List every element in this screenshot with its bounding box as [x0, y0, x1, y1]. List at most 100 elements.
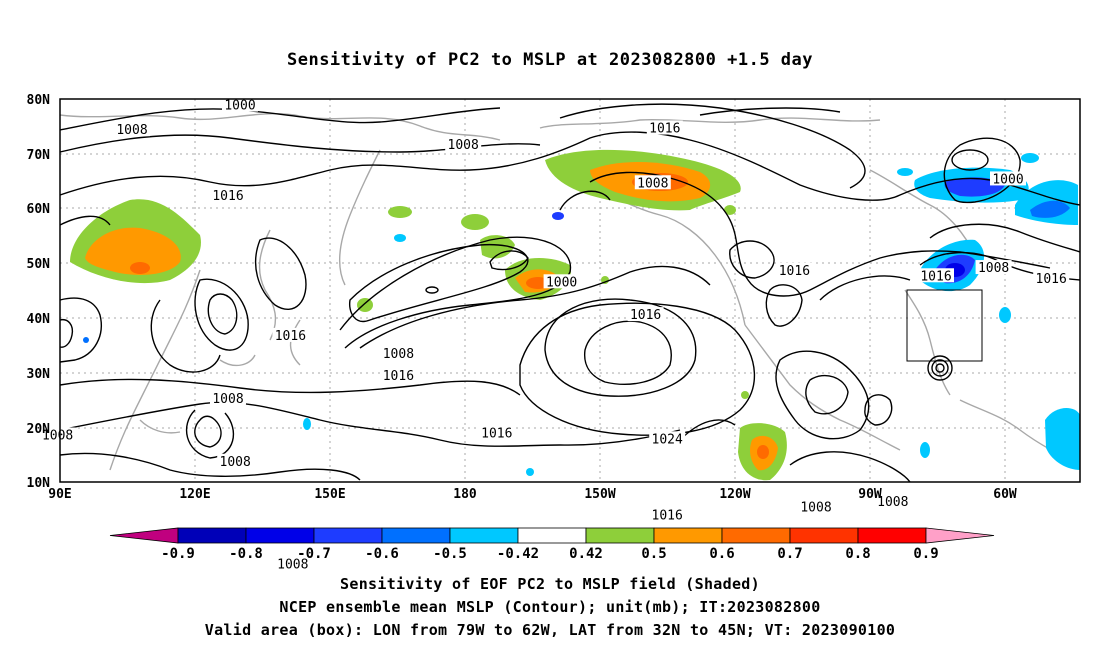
contour-label-bg — [478, 425, 515, 440]
contour-label-bg — [627, 307, 664, 322]
colorbar-segment — [449, 527, 519, 544]
contour-label: 1008 — [637, 176, 668, 191]
colorbar-label: 0.7 — [777, 546, 802, 562]
contour-label-bg — [1033, 271, 1070, 286]
colorbar-segment — [857, 527, 927, 544]
contour-label-bg — [114, 122, 150, 137]
contour-label-bg — [776, 262, 813, 277]
colorbar-label: -0.6 — [365, 546, 399, 562]
contour-label: 1008 — [877, 495, 908, 510]
contour-label-bg — [975, 260, 1012, 275]
contour-label: 1016 — [652, 508, 683, 523]
lon-label: 90E — [48, 487, 71, 502]
contour-label: 1008 — [116, 123, 147, 138]
contour-label-bg — [543, 274, 580, 289]
colorbar-label: 0.5 — [641, 546, 666, 562]
latitude-labels: 80N 70N 60N 50N 40N 30N 20N 10N — [27, 93, 51, 491]
lat-label: 30N — [27, 367, 51, 382]
contour-labels: 1000 1008 1008 1016 1008 1000 1016 1016 1008 1016… — [39, 97, 1070, 573]
sensitivity-shading — [70, 149, 1080, 481]
lat-label: 50N — [27, 257, 51, 272]
contour-label-bg — [39, 427, 76, 442]
chart-title: Sensitivity of PC2 to MSLP at 2023082800… — [286, 50, 813, 70]
colorbar: -0.9 -0.8 -0.7 -0.6 -0.5 -0.42 0.42 0.5 0.6 0.7 0.… — [109, 527, 995, 562]
contour-label-bg — [798, 499, 834, 514]
contour-label: 1000 — [546, 275, 577, 290]
contour-label: 1016 — [481, 426, 512, 441]
contour-label: 1008 — [800, 501, 831, 516]
colorbar-label: 0.6 — [709, 546, 734, 562]
footer-line-2: NCEP ensemble mean MSLP (Contour); unit(… — [279, 598, 821, 616]
contour-label: 1008 — [383, 347, 414, 362]
lon-label: 150W — [584, 487, 615, 502]
contour-label: 1016 — [649, 122, 680, 137]
lon-label: 90W — [858, 487, 882, 502]
colorbar-label: -0.5 — [433, 546, 467, 562]
contour-label: 1016 — [212, 189, 243, 204]
lat-label: 10N — [27, 476, 51, 491]
contour-label-bg — [649, 431, 686, 446]
contour-label: 1008 — [448, 138, 479, 153]
lon-label: 120E — [179, 487, 210, 502]
lat-label: 20N — [27, 422, 51, 437]
colorbar-segment — [517, 527, 587, 544]
colorbar-label: 0.9 — [913, 546, 938, 562]
contour-label-bg — [274, 556, 311, 571]
contour-label-bg — [874, 494, 911, 509]
colorbar-triangle-left — [109, 527, 179, 544]
contour-label: 1008 — [42, 428, 73, 443]
contour-label: 1008 — [220, 455, 251, 470]
contour-label: 1016 — [779, 264, 810, 279]
contour-label-bg — [634, 175, 671, 190]
colorbar-segment — [177, 527, 247, 544]
contour-label: 1016 — [920, 269, 951, 284]
lat-label: 80N — [27, 93, 51, 108]
lat-label: 40N — [27, 312, 51, 327]
colorbar-triangle-right — [925, 527, 995, 544]
contour-label: 1016 — [630, 308, 661, 323]
colorbar-label: -0.42 — [497, 546, 539, 562]
colorbar-segment — [381, 527, 451, 544]
contour-label: 1008 — [277, 558, 308, 573]
colorbar-label: 0.42 — [569, 546, 603, 562]
contour-label-bg — [918, 268, 954, 283]
contour-label-bg — [210, 187, 246, 202]
colorbar-label: -0.8 — [229, 546, 263, 562]
contour-label-bg — [380, 367, 417, 382]
contour-label: 1024 — [652, 432, 683, 447]
contour-label-bg — [217, 453, 254, 468]
contour-label-bg — [380, 345, 417, 360]
contour-label-bg — [222, 97, 258, 112]
valid-area-box — [906, 289, 983, 362]
contour-label: 1000 — [992, 172, 1023, 187]
footer-line-3: Valid area (box): LON from 79W to 62W, L… — [204, 621, 896, 639]
colorbar-label: -0.9 — [161, 546, 195, 562]
contour-label: 1000 — [224, 99, 255, 114]
contour-label-bg — [990, 171, 1026, 186]
longitude-labels: 90E 120E 150E 180 150W 120W 90W 60W — [48, 487, 1017, 502]
contour-label-bg — [646, 120, 683, 135]
contour-label-bg — [210, 390, 246, 405]
lon-label: 60W — [993, 487, 1017, 502]
lon-label: 180 — [453, 487, 477, 502]
contour-label: 1016 — [383, 369, 414, 384]
lon-label: 150E — [314, 487, 345, 502]
footer-line-1: Sensitivity of EOF PC2 to MSLP field (Sh… — [340, 575, 760, 593]
colorbar-segment — [653, 527, 723, 544]
colorbar-segment — [789, 527, 859, 544]
lon-label: 120W — [719, 487, 750, 502]
shade-asia-orange — [85, 227, 181, 275]
colorbar-label: 0.8 — [845, 546, 870, 562]
contour-label: 1008 — [978, 261, 1009, 276]
contour-label: 1016 — [275, 329, 306, 344]
colorbar-label: -0.7 — [297, 546, 331, 562]
plot-frame — [59, 98, 1081, 483]
contour-label-bg — [445, 136, 482, 151]
contour-label: 1016 — [1036, 272, 1067, 287]
colorbar-segment — [721, 527, 791, 544]
contour-label-bg — [649, 507, 686, 522]
contour-label: 1008 — [212, 392, 243, 407]
colorbar-segment — [313, 527, 383, 544]
colorbar-segment — [585, 527, 655, 544]
